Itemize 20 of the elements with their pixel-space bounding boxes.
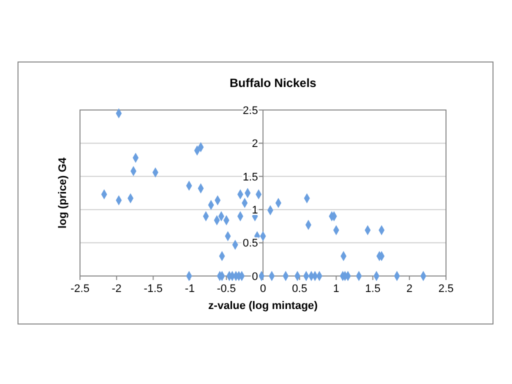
chart-title: Buffalo Nickels — [230, 76, 317, 90]
y-tick-label: 2 — [252, 138, 258, 150]
x-tick-label: 2 — [406, 283, 412, 295]
x-tick-label: 0 — [260, 283, 266, 295]
y-tick-label: 1.5 — [242, 171, 258, 184]
x-tick-label: 1.5 — [365, 283, 380, 295]
y-tick-label: 0 — [252, 270, 258, 283]
y-tick-label: 2.5 — [242, 104, 258, 117]
x-tick-label: -0.5 — [216, 283, 236, 295]
x-axis-title: z-value (log mintage) — [208, 300, 318, 312]
x-tick-label: 1 — [333, 283, 340, 295]
y-tick-label: 1 — [252, 204, 258, 216]
x-tick-label: -1.5 — [144, 283, 163, 295]
x-tick-label: 0.5 — [292, 283, 308, 295]
y-axis-title: log (price) G4 — [57, 156, 69, 228]
x-tick-label: -1 — [184, 283, 195, 295]
x-tick-label: -2.5 — [70, 283, 90, 295]
x-tick-label: 2.5 — [438, 283, 454, 295]
y-tick-label: 0.5 — [242, 238, 258, 250]
x-tick-label: -2 — [112, 283, 122, 295]
